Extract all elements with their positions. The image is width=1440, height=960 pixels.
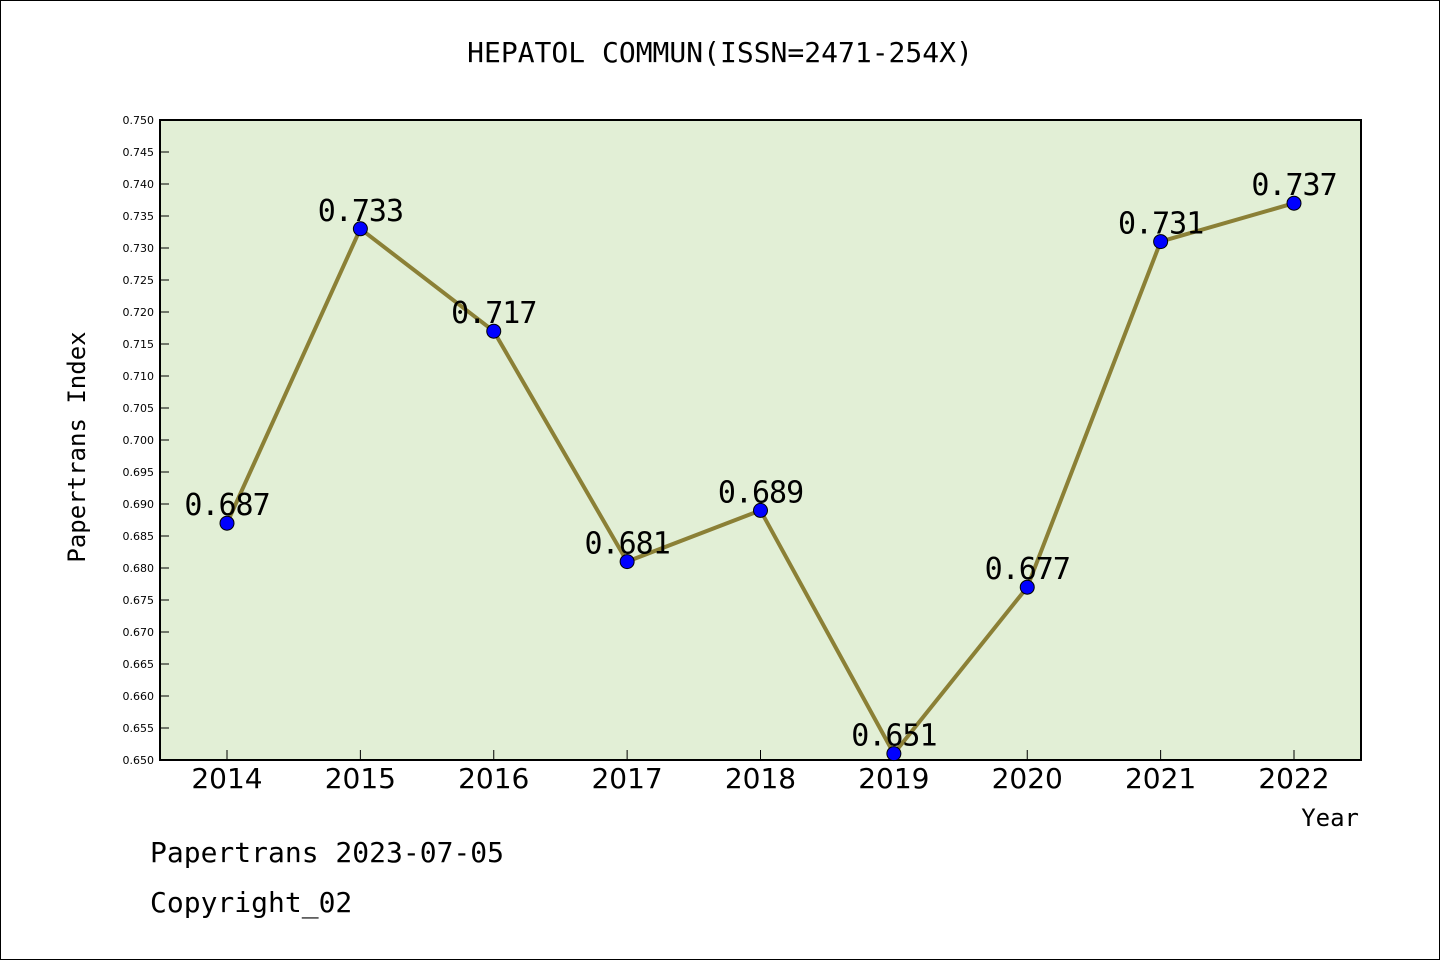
data-point xyxy=(886,746,902,762)
x-tick-label: 2021 xyxy=(1125,762,1196,795)
y-tick-label: 0.730 xyxy=(123,242,155,255)
data-label: 0.737 xyxy=(1251,168,1336,203)
x-axis-label: Year xyxy=(1301,804,1359,832)
y-tick-label: 0.680 xyxy=(123,562,155,575)
data-point xyxy=(219,515,235,531)
x-tick-label: 2014 xyxy=(191,762,262,795)
y-axis-label: Papertrans Index xyxy=(63,331,91,562)
data-markers xyxy=(219,195,1302,762)
data-label: 0.731 xyxy=(1118,207,1203,242)
data-point xyxy=(486,323,502,339)
data-labels: 0.687 0.733 0.717 0.681 0.689 0.651 0.677 0.731… xyxy=(184,168,1337,754)
y-tick-label: 0.660 xyxy=(123,690,155,703)
y-tick-label: 0.725 xyxy=(123,274,155,287)
y-tick-label: 0.665 xyxy=(123,658,155,671)
plot-area xyxy=(159,119,1362,761)
y-axis: 0.650 0.655 0.660 0.665 0.670 0.675 0.680 0.685… xyxy=(123,114,169,767)
y-tick-label: 0.650 xyxy=(123,754,155,767)
x-tick-label: 2020 xyxy=(992,762,1063,795)
data-point xyxy=(352,221,368,237)
y-tick-label: 0.715 xyxy=(123,338,155,351)
data-point xyxy=(619,554,635,570)
data-point xyxy=(1286,195,1302,211)
x-tick-label: 2022 xyxy=(1258,762,1329,795)
y-tick-label: 0.740 xyxy=(123,178,155,191)
x-tick-label: 2016 xyxy=(458,762,529,795)
y-tick-label: 0.670 xyxy=(123,626,155,639)
y-tick-label: 0.750 xyxy=(123,114,155,127)
y-tick-label: 0.695 xyxy=(123,466,155,479)
y-tick-label: 0.735 xyxy=(123,210,155,223)
data-label: 0.689 xyxy=(718,475,803,510)
y-tick-label: 0.655 xyxy=(123,722,155,735)
y-tick-label: 0.745 xyxy=(123,146,155,159)
data-label: 0.687 xyxy=(184,488,269,523)
y-tick-label: 0.690 xyxy=(123,498,155,511)
y-tick-label: 0.700 xyxy=(123,434,155,447)
data-point xyxy=(1153,234,1169,250)
x-tick-label: 2015 xyxy=(325,762,396,795)
chart-title: HEPATOL COMMUN(ISSN=2471-254X) xyxy=(467,36,973,69)
x-tick-label: 2019 xyxy=(858,762,929,795)
footer-date: Papertrans 2023-07-05 xyxy=(150,836,505,869)
y-tick-label: 0.710 xyxy=(123,370,155,383)
data-point xyxy=(753,502,768,518)
footer-copyright: Copyright_02 xyxy=(150,886,353,919)
y-tick-label: 0.685 xyxy=(123,530,155,543)
data-label: 0.681 xyxy=(584,527,669,562)
x-tick-label: 2018 xyxy=(725,762,796,795)
x-axis: 2014 2015 2016 2017 2018 2019 2020 2021 2022 xyxy=(191,750,1330,795)
data-label: 0.677 xyxy=(985,552,1070,587)
y-tick-label: 0.705 xyxy=(123,402,155,415)
data-label: 0.717 xyxy=(451,296,536,331)
x-tick-label: 2017 xyxy=(591,762,662,795)
y-tick-label: 0.720 xyxy=(123,306,155,319)
y-tick-label: 0.675 xyxy=(123,594,155,607)
data-point xyxy=(1019,579,1035,595)
data-label: 0.733 xyxy=(318,194,403,229)
data-label: 0.651 xyxy=(851,719,936,754)
